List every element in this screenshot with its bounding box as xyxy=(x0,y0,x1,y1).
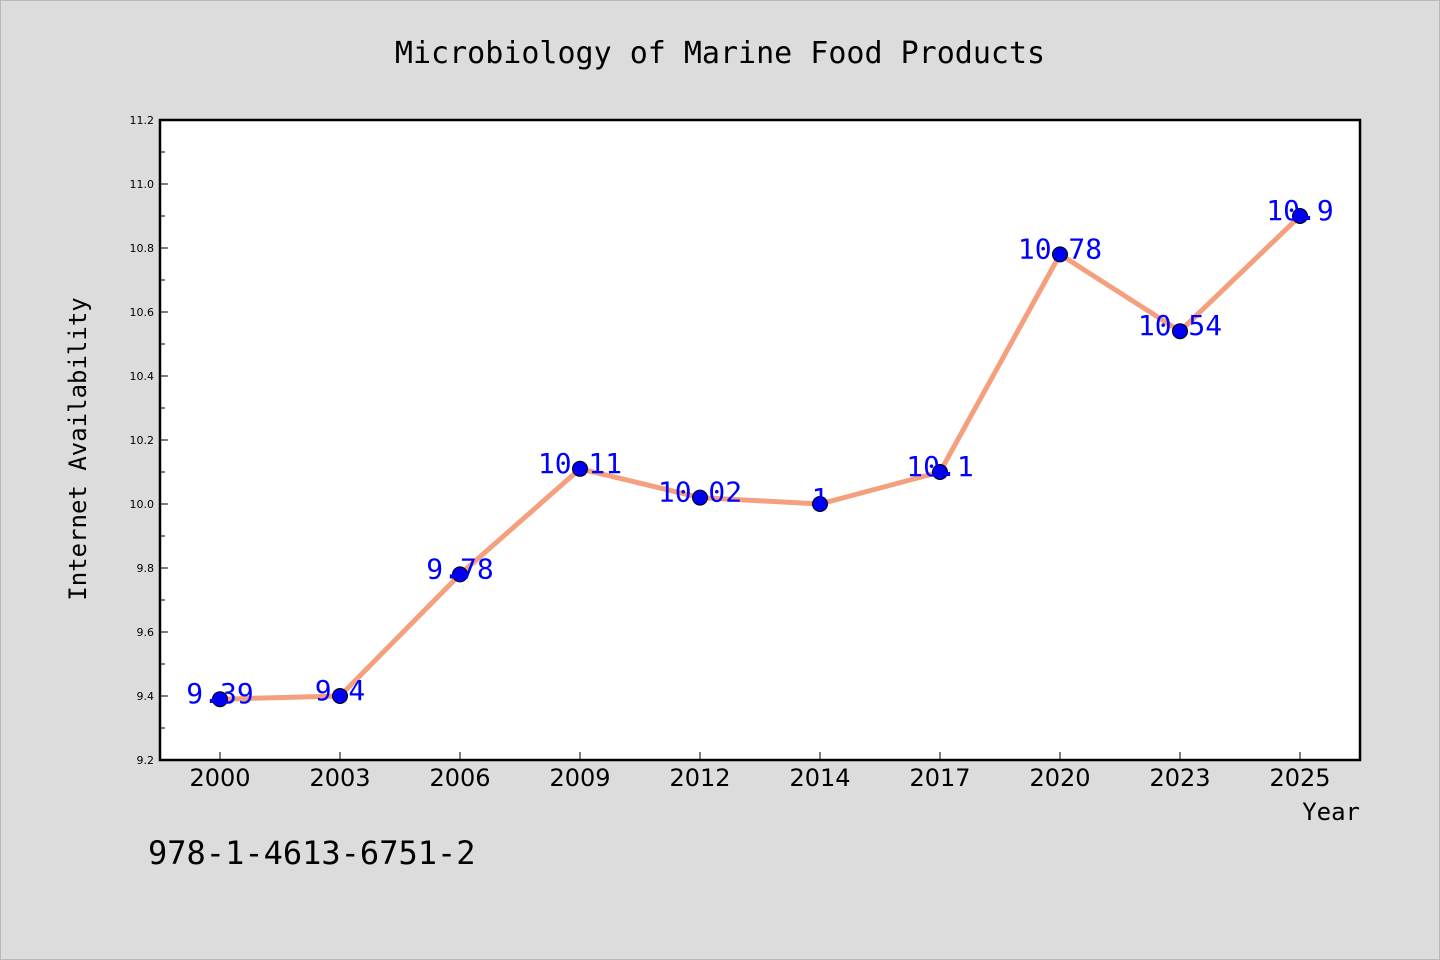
data-label: 10.11 xyxy=(538,447,622,480)
y-tick-label: 11.2 xyxy=(130,114,155,127)
data-labels: 9.39 9.4 9.78 10.11 10.02 1 10.1 10.78 10.54 10.9 xyxy=(186,194,1333,710)
x-tick-label: 2003 xyxy=(309,764,370,792)
data-label: 9.4 xyxy=(315,674,366,707)
x-axis: 2000 2003 2006 2009 2012 2014 2017 2020 2023 2025 xyxy=(189,752,1331,792)
x-tick-label: 2006 xyxy=(429,764,490,792)
x-axis-label: Year xyxy=(1302,798,1360,826)
y-tick-label: 9.8 xyxy=(137,562,155,575)
y-tick-label: 9.6 xyxy=(137,626,155,639)
data-point xyxy=(572,460,588,477)
y-axis: 9.2 9.4 9.6 9.8 10.0 10.2 10.4 10.6 10.8 11.0 11.2 xyxy=(130,114,168,767)
x-tick-label: 2012 xyxy=(669,764,730,792)
series-path xyxy=(217,213,1303,702)
data-point xyxy=(1052,246,1068,263)
y-tick-label: 11.0 xyxy=(130,178,155,191)
x-tick-label: 2025 xyxy=(1269,764,1330,792)
x-tick-label: 2023 xyxy=(1149,764,1210,792)
data-point xyxy=(1172,323,1188,340)
data-point xyxy=(692,489,708,506)
y-tick-label: 10.4 xyxy=(130,370,155,383)
x-tick-label: 2020 xyxy=(1029,764,1090,792)
data-label: 10.1 xyxy=(906,450,973,483)
x-tick-label: 2000 xyxy=(189,764,250,792)
x-tick-label: 2009 xyxy=(549,764,610,792)
data-point xyxy=(332,688,348,704)
data-label: 10.54 xyxy=(1138,309,1222,342)
data-point xyxy=(212,691,228,708)
isbn-footnote: 978-1-4613-6751-2 xyxy=(148,834,476,872)
data-label: 10.78 xyxy=(1018,232,1102,265)
y-tick-label: 10.6 xyxy=(130,306,155,319)
plot-area xyxy=(158,118,1362,762)
chart-title: Microbiology of Marine Food Products xyxy=(395,36,1045,71)
data-point xyxy=(812,496,828,512)
data-point xyxy=(452,566,468,583)
data-label: 10.02 xyxy=(658,476,742,509)
y-tick-label: 9.2 xyxy=(137,754,155,767)
y-tick-label: 10.0 xyxy=(130,498,155,511)
series-line xyxy=(217,213,1303,702)
y-axis-label: Internet Availability xyxy=(64,297,92,600)
data-point xyxy=(932,464,948,480)
y-tick-label: 10.2 xyxy=(130,434,155,447)
data-label: 9.78 xyxy=(426,552,493,585)
data-point xyxy=(1292,208,1308,224)
x-tick-label: 2014 xyxy=(789,764,850,792)
x-tick-label: 2017 xyxy=(909,764,970,792)
series-markers xyxy=(212,208,1308,708)
data-label: 9.39 xyxy=(186,677,253,710)
data-label: 10.9 xyxy=(1266,194,1333,227)
y-tick-label: 10.8 xyxy=(130,242,155,255)
y-tick-label: 9.4 xyxy=(137,690,155,703)
data-label: 1 xyxy=(812,482,829,515)
